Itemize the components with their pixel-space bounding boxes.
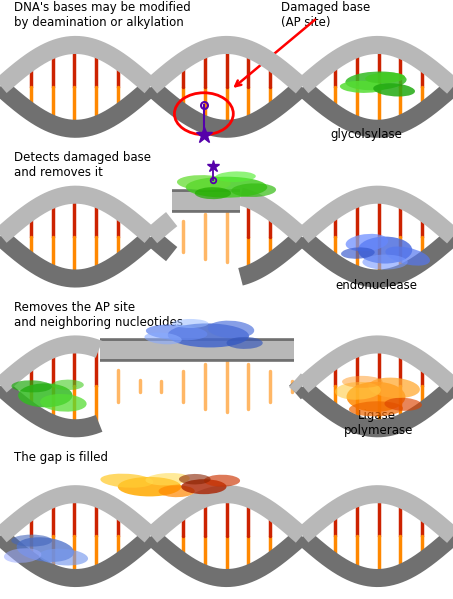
Ellipse shape xyxy=(208,320,254,338)
Ellipse shape xyxy=(52,380,84,390)
Ellipse shape xyxy=(335,382,381,400)
Ellipse shape xyxy=(177,175,231,190)
Ellipse shape xyxy=(340,81,385,93)
Text: Damaged base
(AP site): Damaged base (AP site) xyxy=(281,1,370,29)
Ellipse shape xyxy=(11,380,52,392)
Ellipse shape xyxy=(172,319,208,328)
Ellipse shape xyxy=(118,477,181,497)
Text: polymerase: polymerase xyxy=(344,424,414,437)
Ellipse shape xyxy=(362,255,408,270)
Ellipse shape xyxy=(358,237,412,264)
Ellipse shape xyxy=(342,376,383,388)
Ellipse shape xyxy=(195,187,231,199)
Ellipse shape xyxy=(231,183,276,197)
Ellipse shape xyxy=(365,72,405,83)
Ellipse shape xyxy=(345,71,407,90)
Text: Detects damaged base
and removes it: Detects damaged base and removes it xyxy=(14,151,150,179)
Ellipse shape xyxy=(373,83,415,96)
Ellipse shape xyxy=(181,479,226,494)
Ellipse shape xyxy=(204,475,240,486)
Ellipse shape xyxy=(146,325,207,340)
Ellipse shape xyxy=(385,398,422,411)
Ellipse shape xyxy=(368,377,420,398)
Ellipse shape xyxy=(186,177,267,198)
Ellipse shape xyxy=(346,234,388,252)
Text: endonuclease: endonuclease xyxy=(335,279,417,292)
Ellipse shape xyxy=(168,323,249,347)
Ellipse shape xyxy=(159,485,195,497)
Ellipse shape xyxy=(341,247,375,259)
Ellipse shape xyxy=(4,548,41,563)
Text: Removes the AP site
and neighboring nucleotides: Removes the AP site and neighboring nucl… xyxy=(14,301,183,329)
Ellipse shape xyxy=(226,337,263,349)
Text: Ligase: Ligase xyxy=(358,409,396,422)
Ellipse shape xyxy=(179,474,211,485)
Ellipse shape xyxy=(215,171,256,182)
Ellipse shape xyxy=(349,401,403,416)
Ellipse shape xyxy=(347,382,405,412)
Ellipse shape xyxy=(145,473,190,485)
Text: DNA's bases may be modified
by deamination or alkylation: DNA's bases may be modified by deaminati… xyxy=(14,1,190,29)
Ellipse shape xyxy=(39,549,88,565)
Ellipse shape xyxy=(11,534,52,546)
Ellipse shape xyxy=(18,383,72,407)
Ellipse shape xyxy=(101,474,153,488)
Ellipse shape xyxy=(40,394,87,412)
Ellipse shape xyxy=(17,537,74,562)
Ellipse shape xyxy=(386,247,430,265)
Text: glycolsylase: glycolsylase xyxy=(331,128,403,141)
Text: The gap is filled: The gap is filled xyxy=(14,450,108,464)
Ellipse shape xyxy=(145,332,182,344)
